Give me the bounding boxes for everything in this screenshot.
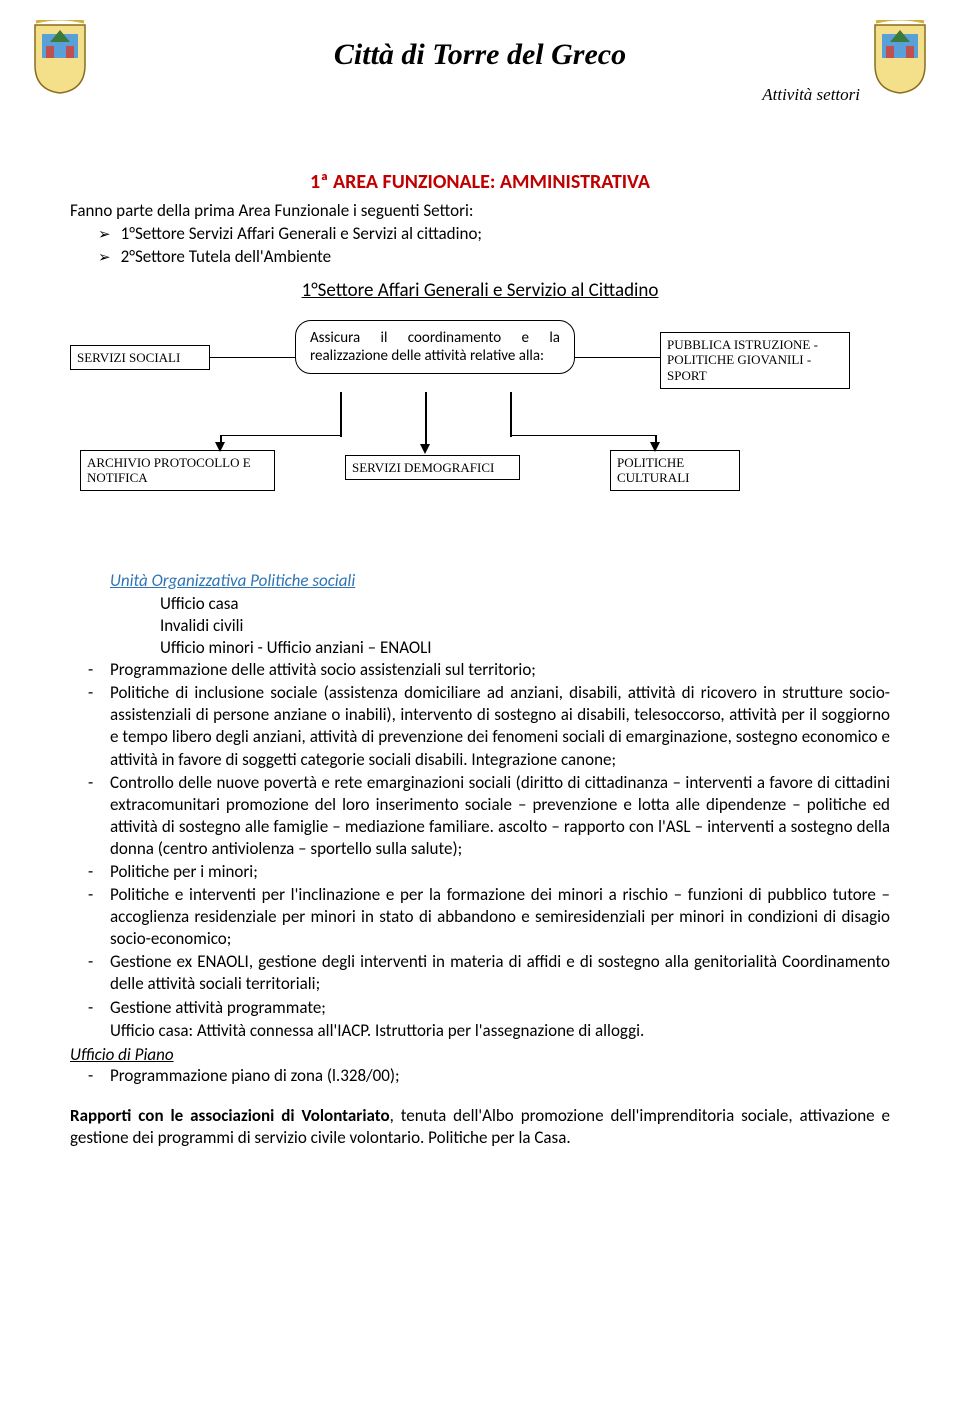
page-subtitle: Attività settori xyxy=(762,85,860,105)
activity-item: Controllo delle nuove povertà e rete ema… xyxy=(70,772,890,860)
piano-list: Programmazione piano di zona (l.328/00); xyxy=(70,1065,890,1087)
area-title: 1ª AREA FUNZIONALE: AMMINISTRATIVA xyxy=(70,170,890,194)
connector xyxy=(340,392,342,437)
activities-list: Programmazione delle attività socio assi… xyxy=(70,659,890,1019)
connector xyxy=(510,435,655,437)
connector xyxy=(220,435,340,437)
box-pubblica: PUBBLICA ISTRUZIONE - POLITICHE GIOVANIL… xyxy=(660,332,850,389)
ufficio-casa-line: Ufficio casa: Attività connessa all'IACP… xyxy=(70,1020,890,1042)
activity-item: Politiche di inclusione sociale (assiste… xyxy=(70,682,890,770)
crest-right-icon xyxy=(870,20,930,100)
box-culturali: POLITICHE CULTURALI xyxy=(610,450,740,491)
section-title: 1°Settore Affari Generali e Servizio al … xyxy=(70,279,890,302)
sub-item: Ufficio casa xyxy=(160,593,890,615)
activity-item: Politiche e interventi per l'inclinazion… xyxy=(70,884,890,950)
box-archivio: ARCHIVIO PROTOCOLLO E NOTIFICA xyxy=(80,450,275,491)
connector xyxy=(510,392,512,437)
box-servizi-sociali: SERVIZI SOCIALI xyxy=(70,345,210,371)
sub-item: Ufficio minori - Ufficio anziani – ENAOL… xyxy=(160,637,890,659)
settori-list: 1°Settore Servizi Affari Generali e Serv… xyxy=(98,223,890,269)
arrow-icon xyxy=(215,442,225,452)
settore-item-1: 1°Settore Servizi Affari Generali e Serv… xyxy=(98,223,890,246)
arrow-icon xyxy=(420,444,430,454)
activity-item: Politiche per i minori; xyxy=(70,861,890,883)
activity-item: Gestione ex ENAOLI, gestione degli inter… xyxy=(70,951,890,995)
settore-item-2: 2°Settore Tutela dell'Ambiente xyxy=(98,246,890,269)
final-paragraph: Rapporti con le associazioni di Volontar… xyxy=(70,1105,890,1149)
connector xyxy=(210,357,295,359)
org-diagram: SERVIZI SOCIALI Assicura il coordinament… xyxy=(70,320,890,550)
final-bold: Rapporti con le associazioni di Volontar… xyxy=(70,1105,390,1126)
box-central: Assicura il coordinamento e la realizzaz… xyxy=(295,320,575,374)
intro-line: Fanno parte della prima Area Funzionale … xyxy=(70,200,890,221)
document-header: Città di Torre del Greco Attività settor… xyxy=(70,30,890,120)
activity-item: Gestione attività programmate; xyxy=(70,997,890,1019)
piano-item: Programmazione piano di zona (l.328/00); xyxy=(70,1065,890,1087)
page-title: Città di Torre del Greco xyxy=(70,30,890,72)
activity-item: Programmazione delle attività socio assi… xyxy=(70,659,890,681)
sub-item: Invalidi civili xyxy=(160,615,890,637)
connector xyxy=(575,357,660,359)
box-demografici: SERVIZI DEMOGRAFICI xyxy=(345,455,520,481)
connector xyxy=(425,392,427,447)
crest-left-icon xyxy=(30,20,90,100)
ufficio-piano-title: Ufficio di Piano xyxy=(70,1044,890,1065)
arrow-icon xyxy=(650,442,660,452)
unit-title: Unità Organizzativa Politiche sociali xyxy=(110,570,890,591)
